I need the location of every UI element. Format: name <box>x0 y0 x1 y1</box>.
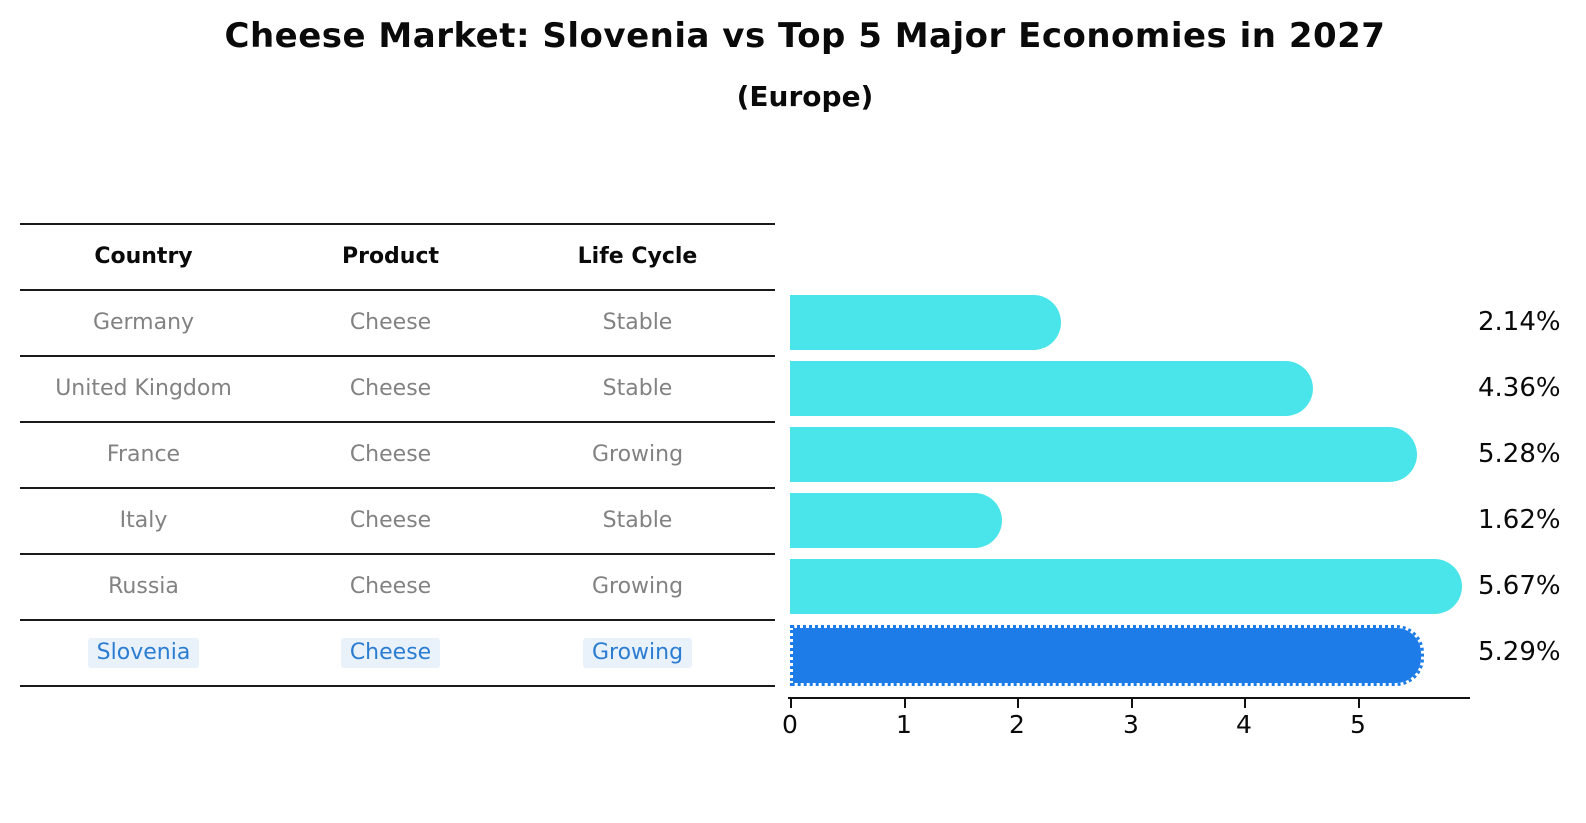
x-axis-tick-label: 2 <box>1009 710 1025 739</box>
country-label: United Kingdom <box>55 375 232 401</box>
table-body: Germany Cheese Stable United Kingdom Che… <box>20 291 775 687</box>
x-axis-line <box>788 697 1470 699</box>
table-cell-country: Slovenia <box>20 637 267 669</box>
table-row: United Kingdom Cheese Stable <box>20 357 775 423</box>
bar-value-label: 5.67% <box>1478 571 1561 601</box>
x-axis-tick <box>1017 699 1019 708</box>
chart-subtitle: (Europe) <box>736 80 874 113</box>
x-axis-tick-label: 5 <box>1350 710 1366 739</box>
product-label: Cheese <box>340 637 441 669</box>
table-cell-product: Cheese <box>267 310 514 336</box>
life-cycle-label: Stable <box>602 507 673 533</box>
column-header-label: Life Cycle <box>577 243 698 269</box>
x-axis-tick <box>1131 699 1133 708</box>
bar-italy <box>790 493 1002 548</box>
bar-value-label: 4.36% <box>1478 373 1561 403</box>
bar-slovenia <box>790 625 1424 686</box>
x-axis-tick <box>904 699 906 708</box>
table-cell-country: Germany <box>20 310 267 336</box>
column-header-label: Country <box>94 243 193 269</box>
table-cell-life-cycle: Growing <box>514 637 761 669</box>
chart-title: Cheese Market: Slovenia vs Top 5 Major E… <box>224 16 1386 56</box>
x-axis-tick <box>790 699 792 708</box>
country-label: Germany <box>92 309 195 335</box>
product-label: Cheese <box>349 309 432 335</box>
life-cycle-label: Growing <box>591 573 684 599</box>
column-header-life-cycle: Life Cycle <box>514 244 761 270</box>
table-row: France Cheese Growing <box>20 423 775 489</box>
x-axis-tick-label: 3 <box>1123 710 1139 739</box>
table-cell-life-cycle: Growing <box>514 442 761 468</box>
table-cell-country: Italy <box>20 508 267 534</box>
bar-russia <box>790 559 1462 614</box>
table-cell-life-cycle: Growing <box>514 574 761 600</box>
table-cell-country: Russia <box>20 574 267 600</box>
product-label: Cheese <box>349 507 432 533</box>
table-cell-country: United Kingdom <box>20 376 267 402</box>
table-cell-life-cycle: Stable <box>514 508 761 534</box>
bar-value-label: 5.29% <box>1478 637 1561 667</box>
x-axis-tick-label: 0 <box>782 710 798 739</box>
table-cell-product: Cheese <box>267 442 514 468</box>
table-row: Slovenia Cheese Growing <box>20 621 775 687</box>
product-label: Cheese <box>349 441 432 467</box>
life-cycle-label: Stable <box>602 375 673 401</box>
table-cell-product: Cheese <box>267 637 514 669</box>
x-axis-tick-label: 1 <box>896 710 912 739</box>
table-row: Germany Cheese Stable <box>20 291 775 357</box>
bar-value-label: 2.14% <box>1478 307 1561 337</box>
product-label: Cheese <box>349 573 432 599</box>
country-label: Slovenia <box>87 637 200 669</box>
table-header-row: Country Product Life Cycle <box>20 225 775 291</box>
country-label: Russia <box>108 573 179 599</box>
table-row: Russia Cheese Growing <box>20 555 775 621</box>
life-cycle-label: Growing <box>591 441 684 467</box>
life-cycle-label: Stable <box>602 309 673 335</box>
country-label: France <box>106 441 181 467</box>
bar-united-kingdom <box>790 361 1313 416</box>
country-table: Country Product Life Cycle Germany Chees… <box>20 223 775 687</box>
bar-value-label: 5.28% <box>1478 439 1561 469</box>
country-label: Italy <box>119 507 168 533</box>
table-cell-country: France <box>20 442 267 468</box>
x-axis-tick <box>1244 699 1246 708</box>
table-row: Italy Cheese Stable <box>20 489 775 555</box>
bar-value-label: 1.62% <box>1478 505 1561 535</box>
product-label: Cheese <box>349 375 432 401</box>
table-cell-product: Cheese <box>267 508 514 534</box>
life-cycle-label: Growing <box>582 637 693 669</box>
x-axis-tick-label: 4 <box>1236 710 1252 739</box>
bar-france <box>790 427 1417 482</box>
x-axis-tick <box>1358 699 1360 708</box>
column-header-product: Product <box>267 244 514 270</box>
table-cell-product: Cheese <box>267 376 514 402</box>
table-cell-product: Cheese <box>267 574 514 600</box>
bar-germany <box>790 295 1061 350</box>
column-header-country: Country <box>20 244 267 270</box>
column-header-label: Product <box>341 243 440 269</box>
table-cell-life-cycle: Stable <box>514 310 761 336</box>
table-cell-life-cycle: Stable <box>514 376 761 402</box>
